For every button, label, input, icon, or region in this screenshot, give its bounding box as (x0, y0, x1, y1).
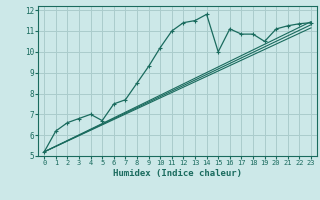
X-axis label: Humidex (Indice chaleur): Humidex (Indice chaleur) (113, 169, 242, 178)
